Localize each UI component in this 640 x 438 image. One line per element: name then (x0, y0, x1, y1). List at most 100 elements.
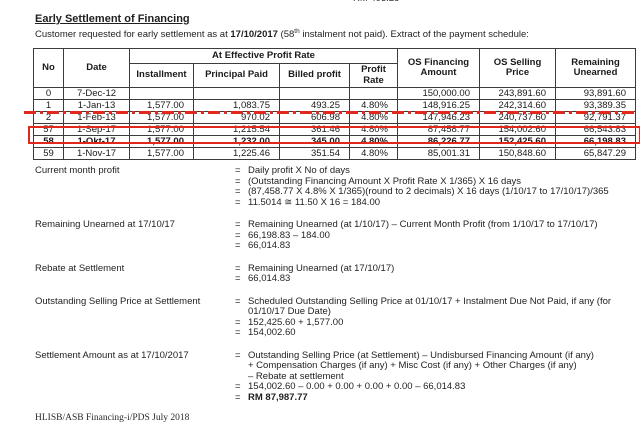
table-cell: 4.80% (349, 123, 398, 137)
payment-schedule-table: No Date At Effective Profit Rate OS Fina… (33, 47, 636, 161)
equals-sign: = (235, 273, 241, 284)
col-header-os-selling: OS Selling Price (479, 47, 556, 89)
calc-line: = 154,002.60 (35, 327, 637, 339)
calc-line: = 152,425.60 + 1,577.00 (35, 316, 637, 329)
table-cell: 345.00 (279, 135, 350, 149)
calc-label (35, 187, 235, 198)
table-cell: 1,083.75 (193, 99, 280, 113)
table-cell (349, 87, 398, 101)
calc-section: Rebate at Settlement = Remaining Unearned … (35, 262, 637, 285)
calc-text: (87,458.77 X 4.8% X 1/365)(round to 2 de… (248, 186, 609, 197)
calc-line: 01/10/17 Due Date) (35, 306, 637, 318)
table-cell: 1-Nov-17 (63, 147, 130, 161)
calc-label: Rebate at Settlement (35, 262, 125, 274)
calc-label (35, 372, 235, 383)
calc-line: = 11.5014 ≅ 11.50 X 16 = 184.00 (35, 196, 637, 209)
calc-label: Outstanding Selling Price at Settlement (35, 295, 201, 307)
table-cell: 2 (33, 111, 64, 125)
table-cell: 93,891.60 (555, 87, 636, 101)
calc-label: Current month profit (35, 165, 120, 176)
calc-line: = (87,458.77 X 4.8% X 1/365)(round to 2 d… (35, 186, 637, 198)
calc-text: Outstanding Selling Price (at Settlement… (248, 349, 594, 361)
settlement-date: 17/10/2017 (230, 29, 278, 41)
table-cell: 243,891.60 (479, 87, 556, 101)
table-row-1: 1 1-Jan-13 1,577.00 1,083.75 493.25 4.80% 148,… (33, 99, 636, 113)
document-footer: HLISB/ASB Financing-i/PDS July 2018 (35, 413, 190, 423)
col-header-no: No (33, 47, 64, 89)
table-cell: 152,425.60 (479, 135, 556, 149)
table-cell: 1-Jan-13 (63, 99, 130, 113)
table-cell: 4.80% (349, 135, 398, 149)
calc-label: Remaining Unearned at 17/10/17 (35, 219, 175, 230)
col-header-installment: Installment (129, 62, 194, 89)
equals-sign: = (235, 196, 241, 208)
calc-label (35, 361, 235, 372)
col-header-profit-rate: Profit Rate (349, 62, 398, 89)
calc-section: Current month profit = Daily profit X No o… (35, 165, 637, 209)
intro-post: instalment not paid). Extract of the pay… (299, 29, 529, 41)
table-row-58: 58 1-Okt-17 1,577.00 1,232.00 345.00 4.80% 86,… (33, 135, 636, 149)
table-cell (193, 87, 280, 101)
calc-label (35, 198, 235, 209)
calc-line: Current month profit = Daily profit X No o… (35, 165, 637, 177)
calc-text: 152,425.60 + 1,577.00 (248, 316, 344, 328)
equals-sign: = (235, 229, 241, 241)
col-header-remaining-unearned: Remaining Unearned (555, 47, 636, 89)
calc-line: Remaining Unearned at 17/10/17 = Remaining… (35, 219, 637, 231)
table-cell: 606.98 (279, 111, 350, 125)
equals-sign: = (235, 262, 241, 274)
calc-label (35, 231, 235, 242)
table-cell: 66,543.83 (555, 123, 636, 137)
table-cell: 1-Sep-17 (63, 123, 130, 137)
calc-line: Settlement Amount as at 17/10/2017 = Outst… (35, 349, 637, 362)
table-row-57: 57 1-Sep-17 1,577.00 1,215.54 361.46 4.80% 87,… (33, 123, 636, 137)
clipped-amount-fragment: RM 493.25 (353, 0, 399, 4)
col-header-date: Date (63, 47, 130, 89)
table-cell: 7-Dec-12 (63, 87, 130, 101)
table-cell: 85,001.31 (397, 147, 480, 161)
table-cell: 87,458.77 (397, 123, 480, 137)
table-cell: 1-Feb-13 (63, 111, 130, 125)
table-cell: 1,232.00 (193, 135, 280, 149)
col-header-billed-profit: Billed profit (279, 62, 350, 89)
calc-line: = 66,014.83 (35, 273, 637, 285)
calc-line: + Compensation Charges (if any) + Misc C… (35, 360, 637, 372)
calc-text: (Outstanding Financing Amount X Profit R… (248, 175, 522, 187)
calc-label (35, 318, 235, 329)
table-cell: 1,577.00 (129, 99, 194, 113)
table-cell: 93,389.35 (555, 99, 636, 113)
col-header-os-financing: OS Financing Amount (397, 47, 480, 89)
calc-line: – Rebate at settlement (35, 371, 637, 383)
table-cell: 66,198.83 (555, 135, 636, 149)
table-cell: 147,946.23 (397, 111, 480, 125)
table-cell: 970.02 (193, 111, 280, 125)
table-cell: 58 (33, 135, 64, 149)
table-row-2: 2 1-Feb-13 1,577.00 970.02 606.98 4.80% 147,94… (33, 111, 636, 125)
calc-text: 154,002.60 – 0.00 + 0.00 + 0.00 + 0.00 –… (248, 381, 466, 392)
equals-sign: = (235, 381, 241, 392)
col-header-principal-paid: Principal Paid (193, 62, 280, 89)
equals-sign: = (235, 391, 241, 403)
calc-text: 66,014.83 (248, 240, 291, 251)
calc-text: 66,198.83 – 184.00 (248, 229, 330, 241)
table-cell: 150,848.60 (479, 147, 556, 161)
table-cell: 1 (33, 99, 64, 113)
table-cell: 1,225.46 (193, 147, 280, 161)
table-cell: 4.80% (349, 147, 398, 161)
equals-sign: = (235, 175, 241, 187)
equals-sign (235, 307, 248, 318)
calc-label (35, 328, 235, 339)
equals-sign: = (235, 295, 241, 307)
calc-label (35, 393, 235, 404)
calc-text: Remaining Unearned (at 1/10/17) – Curren… (248, 219, 598, 230)
table-cell: 493.25 (279, 99, 350, 113)
table-cell: 148,916.25 (397, 99, 480, 113)
table-cell: 1,215.54 (193, 123, 280, 137)
section-title: Early Settlement of Financing (35, 13, 190, 25)
calc-label (35, 382, 235, 393)
calc-line: = RM 87,987.77 (35, 391, 637, 404)
calc-text: 11.5014 ≅ 11.50 X 16 = 184.00 (248, 196, 381, 208)
ordinal-suffix: th (294, 28, 300, 35)
equals-sign: = (235, 327, 241, 338)
table-cell: 240,737.60 (479, 111, 556, 125)
